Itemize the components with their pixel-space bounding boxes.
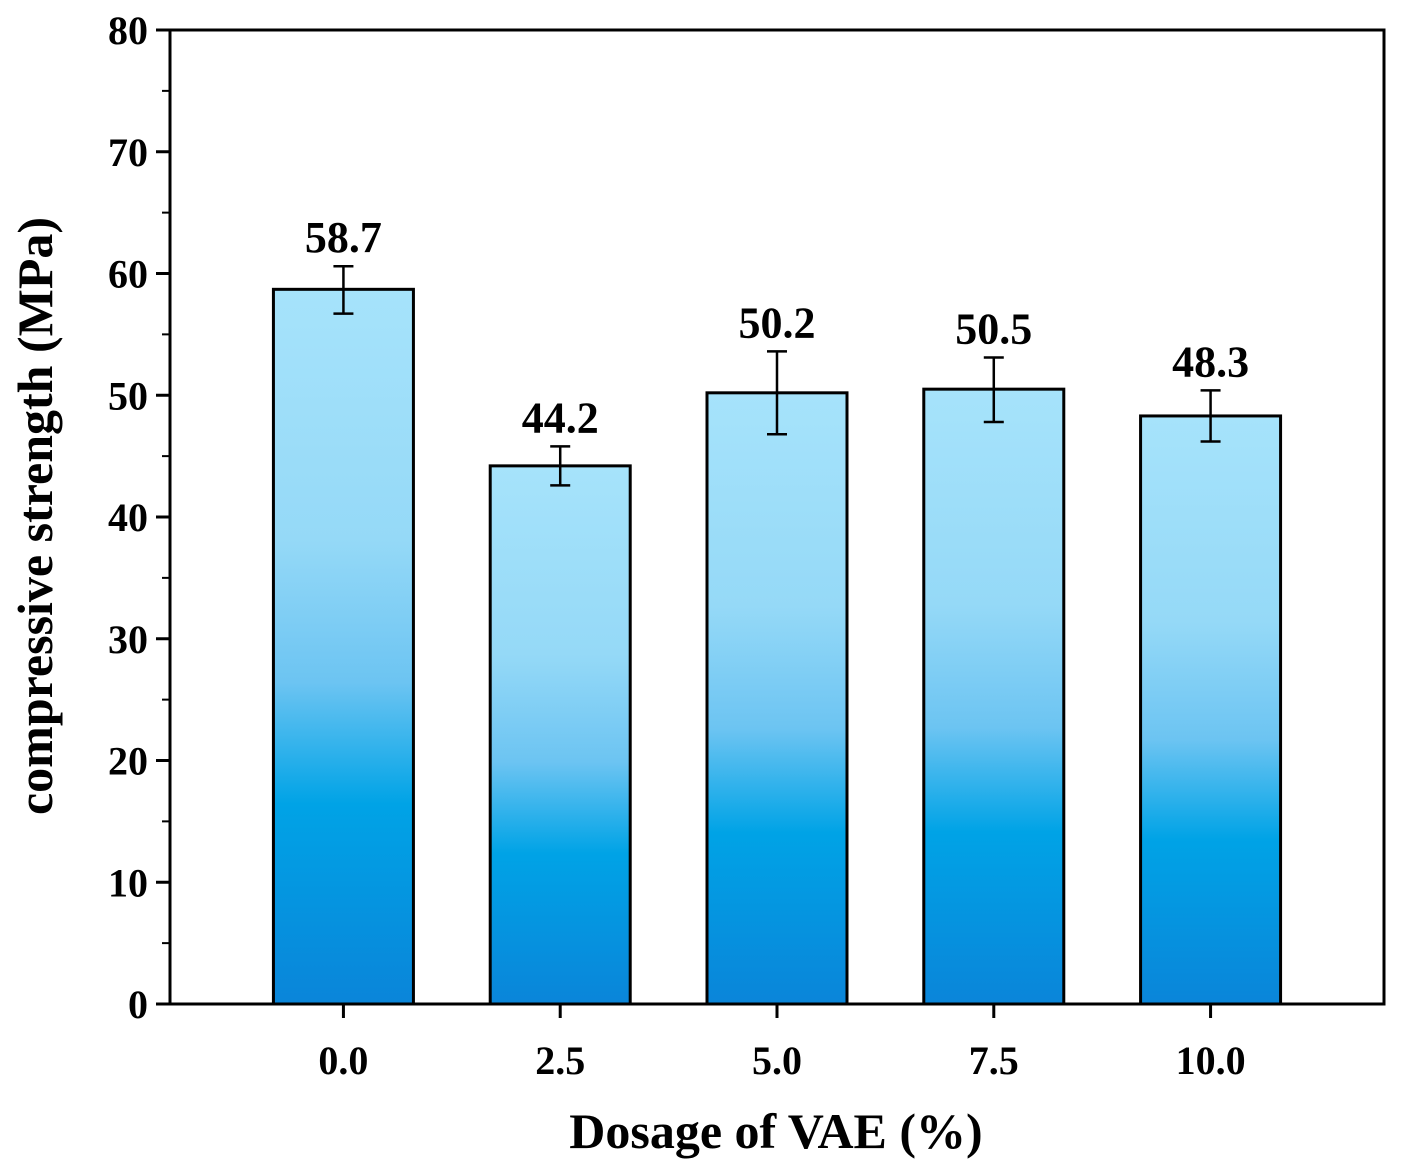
y-tick-label: 40 <box>108 495 148 540</box>
x-tick-label: 0.0 <box>318 1038 368 1083</box>
y-tick-label: 80 <box>108 8 148 53</box>
data-label-10.0: 48.3 <box>1172 337 1249 386</box>
y-axis-title: compressive strength (MPa) <box>7 217 63 815</box>
bar-10.0 <box>1139 414 1283 1006</box>
bar-5.0 <box>705 391 849 1006</box>
y-tick-label: 10 <box>108 860 148 905</box>
y-axis: 0 10 20 30 40 50 60 70 80 <box>108 8 170 1027</box>
error-bars <box>333 264 1221 487</box>
x-tick-label: 7.5 <box>969 1038 1019 1083</box>
x-tick-label: 2.5 <box>535 1038 585 1083</box>
y-tick-label: 70 <box>108 130 148 175</box>
y-tick-label: 0 <box>128 982 148 1027</box>
data-label-7.5: 50.5 <box>955 305 1032 354</box>
x-axis: 0.0 2.5 5.0 7.5 10.0 <box>318 1004 1246 1083</box>
data-label-0.0: 58.7 <box>305 213 382 262</box>
y-tick-label: 60 <box>108 252 148 297</box>
y-tick-label: 30 <box>108 617 148 662</box>
bar-2.5 <box>488 464 632 1006</box>
y-tick-label: 20 <box>108 739 148 784</box>
data-label-5.0: 50.2 <box>739 298 816 347</box>
bar-0.0 <box>271 287 415 1006</box>
y-tick-label: 50 <box>108 373 148 418</box>
data-labels: 58.7 44.2 50.2 50.5 48.3 <box>305 213 1249 442</box>
bar-7.5 <box>922 387 1066 1006</box>
x-tick-label: 5.0 <box>752 1038 802 1083</box>
x-axis-title: Dosage of VAE (%) <box>569 1103 982 1159</box>
x-tick-label: 10.0 <box>1176 1038 1246 1083</box>
data-label-2.5: 44.2 <box>522 393 599 442</box>
